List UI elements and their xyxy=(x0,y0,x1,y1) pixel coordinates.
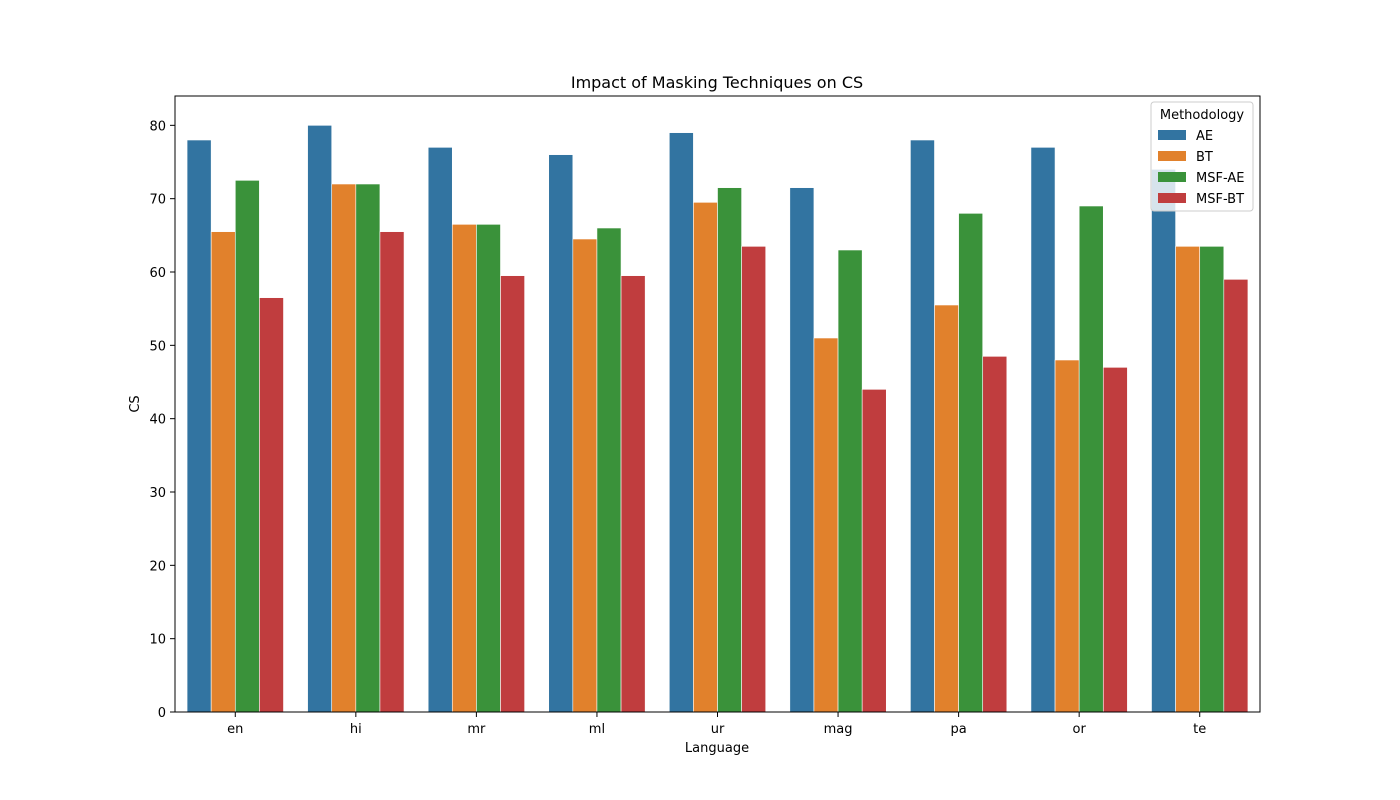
legend: Methodology AE BT MSF-AE MSF-BT xyxy=(1150,101,1254,212)
legend-label-msf-bt: MSF-BT xyxy=(1196,192,1244,207)
bar-msf-bt-pa xyxy=(982,356,1008,713)
bar-msf-ae-mag xyxy=(837,249,863,713)
y-tick-label: 0 xyxy=(158,706,166,721)
bar-msf-bt-ml xyxy=(620,275,646,713)
bar-ae-pa xyxy=(910,139,935,713)
bar-msf-ae-mr xyxy=(476,224,501,713)
x-tick-label: mr xyxy=(467,722,486,737)
y-tick-label: 70 xyxy=(149,193,166,208)
bar-msf-ae-or xyxy=(1078,205,1104,713)
bar-bt-mr xyxy=(451,224,477,713)
bar-msf-bt-mr xyxy=(500,275,525,713)
bar-msf-bt-ur xyxy=(741,246,767,713)
bar-msf-bt-te xyxy=(1223,279,1249,713)
legend-swatch-msf-bt xyxy=(1158,193,1186,203)
bar-msf-bt-hi xyxy=(379,231,405,713)
x-tick-label: ur xyxy=(711,722,725,737)
bar-msf-bt-or xyxy=(1102,367,1128,713)
legend-label-msf-ae: MSF-AE xyxy=(1196,171,1244,186)
x-tick-label: or xyxy=(1073,722,1087,737)
x-axis: en hi mr ml ur mag pa or te xyxy=(227,712,1206,737)
y-axis-label: CS xyxy=(128,395,143,412)
bar-ae-mr xyxy=(427,147,453,713)
x-tick-label: te xyxy=(1193,722,1206,737)
y-tick-label: 30 xyxy=(149,486,166,501)
y-tick-label: 60 xyxy=(149,266,166,281)
legend-swatch-msf-ae xyxy=(1158,172,1186,182)
bar-bt-hi xyxy=(331,183,357,713)
x-tick-label: pa xyxy=(951,722,967,737)
bar-msf-bt-mag xyxy=(861,389,887,713)
y-tick-label: 50 xyxy=(149,339,166,354)
bar-bt-te xyxy=(1175,246,1201,713)
bar-msf-ae-ur xyxy=(717,187,742,713)
bar-ae-hi xyxy=(307,125,333,713)
legend-label-ae: AE xyxy=(1196,129,1213,144)
y-tick-label: 10 xyxy=(149,633,166,648)
x-tick-label: hi xyxy=(350,722,362,737)
y-tick-label: 80 xyxy=(149,119,166,134)
bar-bt-ml xyxy=(572,238,598,713)
bar-bt-mag xyxy=(813,337,839,713)
bar-msf-bt-en xyxy=(259,297,284,713)
bar-msf-ae-hi xyxy=(355,183,381,713)
plot-frame xyxy=(174,95,1261,713)
bar-msf-ae-ml xyxy=(596,227,622,713)
legend-label-bt: BT xyxy=(1196,150,1213,165)
y-tick-label: 40 xyxy=(149,413,166,428)
bar-bt-or xyxy=(1054,359,1080,713)
bar-ae-ml xyxy=(548,154,574,713)
bar-bt-pa xyxy=(934,304,959,713)
legend-swatch-ae xyxy=(1158,130,1186,140)
bar-msf-ae-en xyxy=(234,180,260,713)
legend-box xyxy=(1150,101,1254,212)
bar-ae-or xyxy=(1030,147,1056,713)
x-tick-label: mag xyxy=(824,722,853,737)
x-tick-label: ml xyxy=(589,722,605,737)
legend-title: Methodology xyxy=(1160,108,1245,123)
bar-bt-en xyxy=(210,231,236,713)
bar-ae-mag xyxy=(789,187,815,713)
bar-ae-en xyxy=(186,139,212,713)
bar-ae-te xyxy=(1151,169,1176,713)
y-tick-label: 20 xyxy=(149,559,166,574)
bars-group xyxy=(186,125,1249,713)
y-axis: 0 10 20 30 40 50 60 70 80 xyxy=(149,119,175,721)
x-tick-label: en xyxy=(227,722,243,737)
x-axis-label: Language xyxy=(685,741,749,756)
bar-msf-ae-pa xyxy=(958,213,984,713)
bar-bt-ur xyxy=(693,202,718,713)
bar-msf-ae-te xyxy=(1199,246,1225,713)
bar-ae-ur xyxy=(668,132,694,713)
legend-swatch-bt xyxy=(1158,151,1186,161)
chart-title: Impact of Masking Techniques on CS xyxy=(571,73,863,92)
